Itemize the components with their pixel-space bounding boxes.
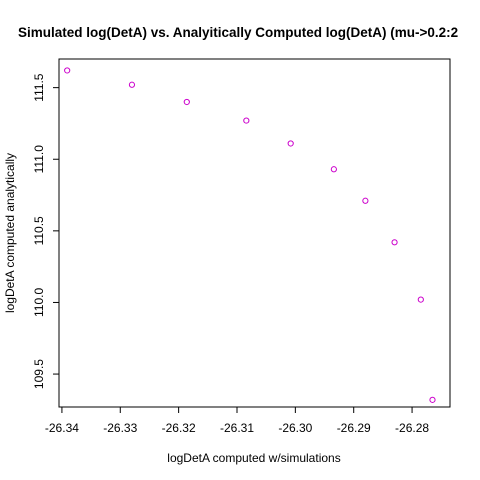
- y-tick-label: 109.5: [32, 359, 46, 389]
- x-tick-label: -26.34: [45, 421, 79, 435]
- x-axis-label: logDetA computed w/simulations: [167, 451, 340, 465]
- data-point: [391, 239, 398, 246]
- data-point: [64, 67, 71, 74]
- y-axis-label: logDetA computed analytically: [3, 153, 17, 313]
- data-point: [287, 140, 294, 147]
- y-tick-label: 111.5: [32, 73, 46, 102]
- x-tick-label: -26.31: [220, 421, 254, 435]
- x-tick-label: -26.33: [103, 421, 137, 435]
- chart-title: Simulated log(DetA) vs. Analyitically Co…: [18, 25, 458, 40]
- data-point: [362, 197, 369, 204]
- x-tick-label: -26.30: [278, 421, 312, 435]
- data-point: [417, 296, 424, 303]
- x-tick-label: -26.28: [395, 421, 429, 435]
- x-tick-label: -26.32: [162, 421, 196, 435]
- y-tick-label: 110.0: [32, 288, 46, 317]
- data-point: [330, 166, 337, 173]
- data-point: [429, 396, 436, 403]
- x-axis: -26.34 -26.33 -26.32 -26.31 -26.30 -26.29 -26.…: [45, 407, 429, 435]
- data-point: [128, 81, 136, 88]
- data-point: [183, 98, 190, 106]
- y-axis: 109.5 110.0 110.5 111.0 111.5: [32, 73, 59, 389]
- data-point: [243, 117, 250, 124]
- data-points: [64, 67, 436, 403]
- plot-frame: [58, 58, 451, 408]
- y-tick-label: 111.0: [32, 145, 46, 174]
- y-tick-label: 110.5: [32, 216, 46, 245]
- x-tick-label: -26.29: [337, 421, 371, 435]
